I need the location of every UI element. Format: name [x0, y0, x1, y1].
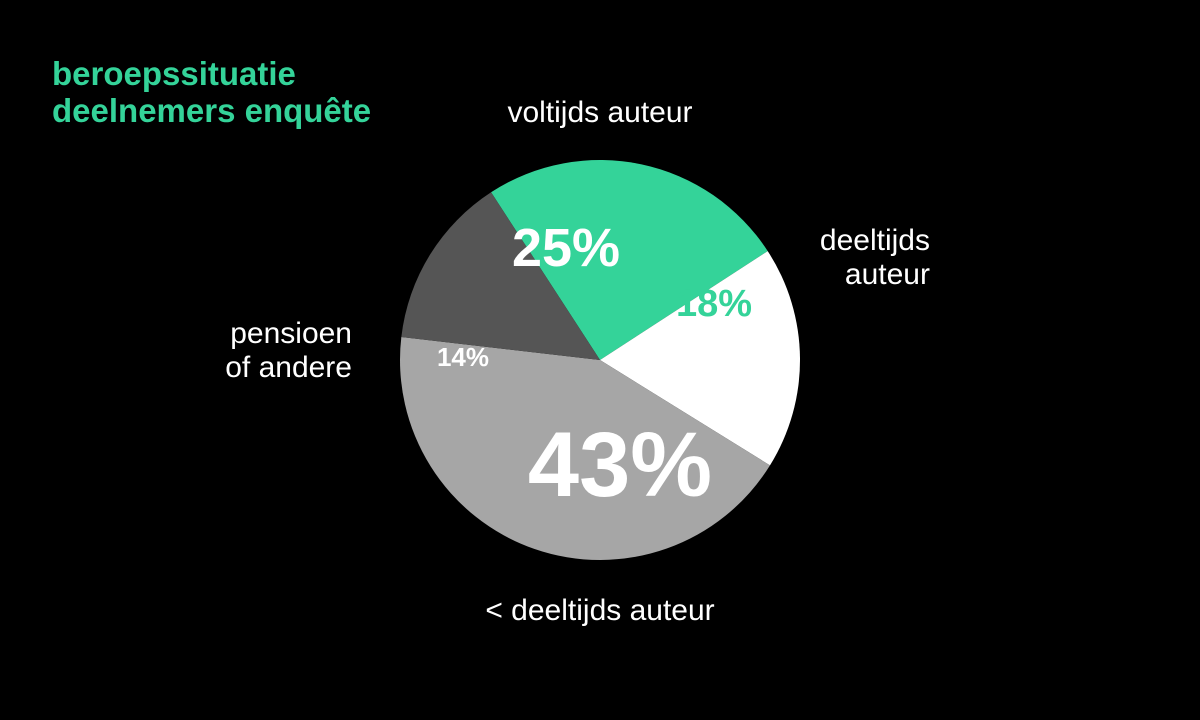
pie-slices — [400, 160, 800, 560]
slice-minder-deeltijds-value-label: 43% — [528, 414, 712, 516]
slice-deeltijds-category-label-line: auteur — [845, 258, 930, 291]
slice-deeltijds-category-label: deeltijds auteur — [820, 224, 930, 291]
slice-pensioen — [401, 192, 600, 360]
slice-pensioen-category-label-line: pensioen — [230, 317, 352, 350]
chart-title-line-2: deelnemers enquête — [52, 92, 371, 129]
slice-voltijds-category-label-line: voltijds auteur — [507, 96, 692, 129]
slice-pensioen-category-label: pensioen of andere — [225, 317, 352, 384]
slice-deeltijds-category-label-line: deeltijds — [820, 224, 930, 257]
slice-pensioen-value-label: 14% — [437, 342, 489, 372]
slice-voltijds-category-label: voltijds auteur — [507, 96, 692, 129]
pie-category-labels: voltijds auteur deeltijds auteur < deeltijd… — [225, 96, 930, 627]
pie-value-labels: 25% 18% 43% 14% — [437, 218, 752, 516]
slice-pensioen-category-label-line: of andere — [225, 351, 352, 384]
slice-minder-deeltijds — [400, 337, 770, 560]
slice-minder-deeltijds-category-label: < deeltijds auteur — [485, 594, 714, 627]
slice-voltijds-value-label: 25% — [512, 218, 620, 278]
slice-voltijds — [491, 160, 768, 360]
slice-deeltijds — [600, 251, 800, 466]
chart-title-line-1: beroepssituatie — [52, 55, 296, 92]
slice-minder-deeltijds-category-label-line: < deeltijds auteur — [485, 594, 714, 627]
slice-deeltijds-value-label: 18% — [676, 283, 752, 325]
